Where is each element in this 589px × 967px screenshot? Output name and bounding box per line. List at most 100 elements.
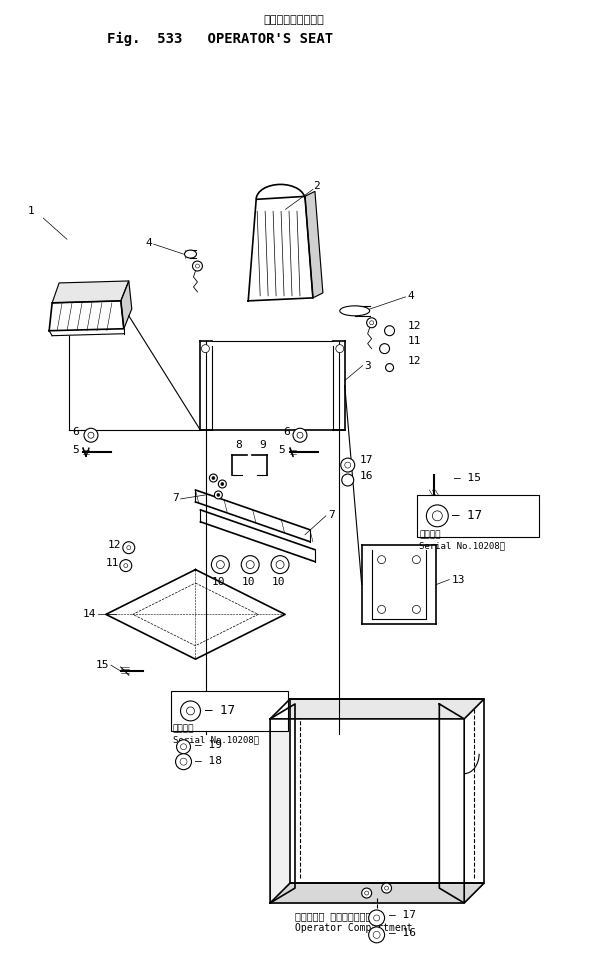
Text: 10: 10	[241, 576, 255, 587]
Circle shape	[341, 458, 355, 472]
Circle shape	[127, 545, 131, 549]
Text: 12: 12	[408, 356, 421, 366]
Circle shape	[271, 556, 289, 573]
Circle shape	[373, 931, 380, 938]
Circle shape	[297, 432, 303, 438]
Text: 10: 10	[211, 576, 225, 587]
Circle shape	[193, 261, 203, 271]
Text: 16: 16	[360, 471, 373, 481]
Circle shape	[342, 474, 354, 486]
Text: 17: 17	[360, 455, 373, 465]
Text: — 15: — 15	[454, 473, 481, 484]
Text: Operator Compartment: Operator Compartment	[295, 923, 412, 933]
Circle shape	[181, 744, 187, 749]
Text: 8: 8	[235, 440, 241, 451]
Text: 12: 12	[107, 540, 121, 549]
Circle shape	[124, 564, 128, 568]
Circle shape	[412, 556, 421, 564]
Text: — 16: — 16	[389, 928, 416, 938]
Circle shape	[385, 886, 389, 890]
Text: 4: 4	[146, 238, 153, 249]
Circle shape	[369, 910, 385, 926]
Circle shape	[187, 707, 194, 715]
Circle shape	[345, 462, 350, 468]
Circle shape	[123, 542, 135, 554]
Circle shape	[367, 318, 376, 328]
Text: — 19: — 19	[196, 740, 223, 749]
Circle shape	[210, 474, 217, 482]
Text: 9: 9	[259, 440, 266, 451]
Polygon shape	[270, 699, 484, 718]
Text: 1: 1	[28, 206, 35, 217]
Text: Serial No.10208～: Serial No.10208～	[173, 736, 259, 745]
Text: 14: 14	[82, 609, 96, 620]
Polygon shape	[106, 570, 285, 659]
Polygon shape	[52, 281, 129, 303]
Text: Serial No.10208～: Serial No.10208～	[419, 542, 505, 550]
Circle shape	[246, 561, 254, 569]
Text: 10: 10	[272, 576, 285, 587]
Text: 7: 7	[172, 493, 178, 503]
Text: 3: 3	[365, 361, 372, 370]
Circle shape	[370, 321, 373, 325]
Circle shape	[84, 428, 98, 442]
Circle shape	[386, 364, 393, 371]
Circle shape	[382, 883, 392, 894]
Circle shape	[241, 556, 259, 573]
Text: — 17: — 17	[206, 704, 236, 718]
Circle shape	[88, 432, 94, 438]
Circle shape	[221, 483, 224, 485]
Circle shape	[212, 477, 215, 480]
Text: 15: 15	[95, 660, 109, 670]
Circle shape	[211, 556, 229, 573]
Circle shape	[293, 428, 307, 442]
Circle shape	[412, 605, 421, 613]
Circle shape	[378, 556, 386, 564]
Circle shape	[369, 927, 385, 943]
Polygon shape	[290, 699, 484, 883]
Circle shape	[214, 491, 222, 499]
Circle shape	[120, 560, 132, 571]
Text: 6: 6	[283, 427, 290, 437]
Text: 5: 5	[278, 445, 285, 455]
Circle shape	[362, 888, 372, 898]
Text: — 18: — 18	[196, 755, 223, 766]
Text: オペレータ コンパートメント: オペレータ コンパートメント	[295, 911, 377, 921]
Text: 5: 5	[72, 445, 79, 455]
Text: — 17: — 17	[452, 510, 482, 522]
Text: 7: 7	[328, 510, 335, 520]
Circle shape	[336, 344, 344, 353]
Text: オペレータ　シート: オペレータ シート	[264, 15, 325, 25]
Circle shape	[365, 891, 369, 895]
Text: — 17: — 17	[389, 910, 416, 920]
Text: 13: 13	[451, 574, 465, 584]
Circle shape	[180, 758, 187, 765]
Circle shape	[216, 561, 224, 569]
Polygon shape	[270, 704, 295, 903]
Text: 6: 6	[72, 427, 79, 437]
Circle shape	[176, 753, 191, 770]
Text: 2: 2	[313, 182, 320, 191]
Ellipse shape	[340, 306, 370, 316]
Polygon shape	[49, 301, 124, 331]
Circle shape	[217, 493, 220, 496]
Polygon shape	[305, 191, 323, 298]
Text: 12: 12	[408, 321, 421, 331]
Text: 11: 11	[105, 558, 119, 568]
Circle shape	[276, 561, 284, 569]
Bar	[418, 495, 539, 537]
Circle shape	[379, 343, 389, 354]
Circle shape	[426, 505, 448, 527]
Polygon shape	[270, 883, 484, 903]
Ellipse shape	[184, 250, 197, 258]
Circle shape	[177, 740, 190, 753]
Text: Fig.  533   OPERATOR'S SEAT: Fig. 533 OPERATOR'S SEAT	[107, 32, 333, 46]
Polygon shape	[121, 281, 132, 329]
Circle shape	[378, 605, 386, 613]
Circle shape	[432, 511, 442, 521]
Polygon shape	[248, 196, 313, 301]
Polygon shape	[439, 704, 464, 903]
Text: 適用号笪: 適用号笪	[173, 725, 194, 734]
Circle shape	[219, 480, 226, 488]
Circle shape	[201, 344, 210, 353]
